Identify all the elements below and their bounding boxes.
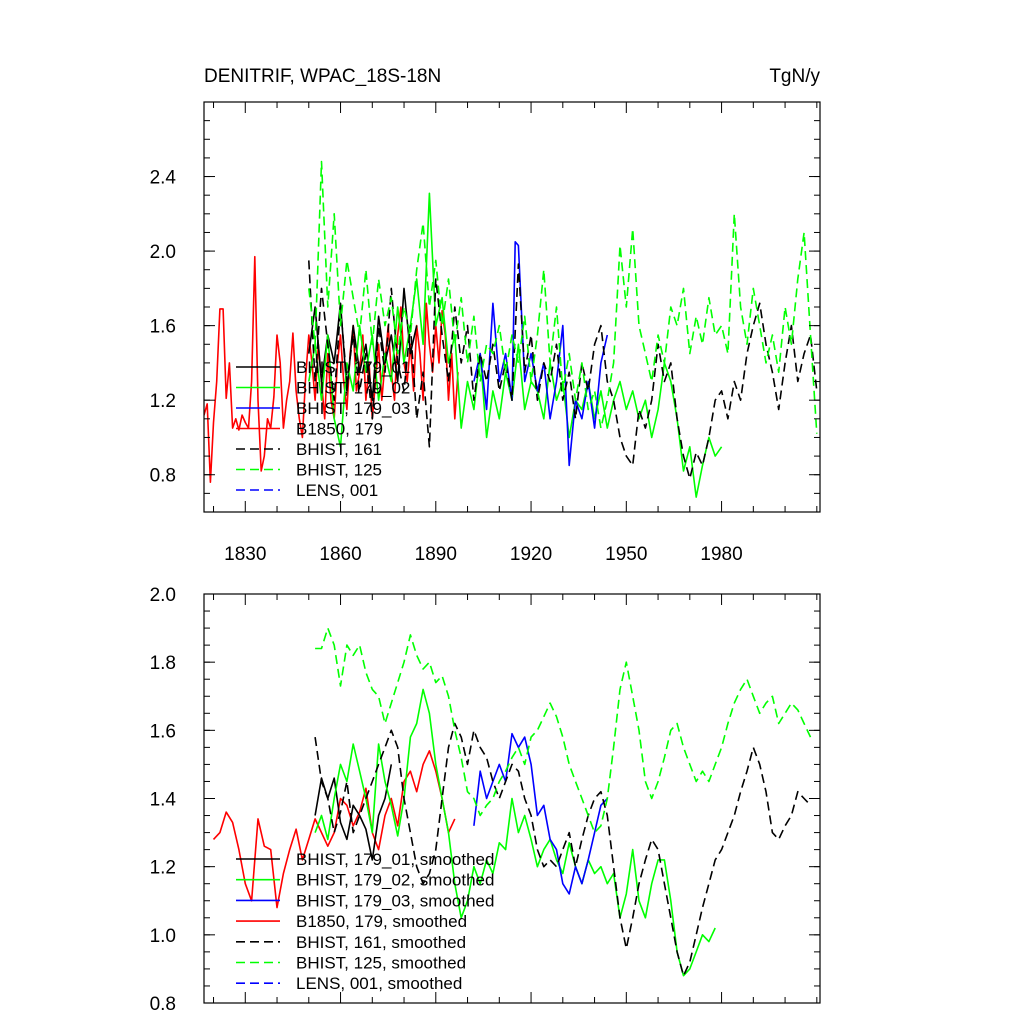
legend-item-lens-001-smoothed: LENS, 001, smoothed (236, 974, 462, 993)
bottom-legend: BHIST, 179_01, smoothed BHIST, 179_02, sm… (236, 850, 494, 993)
legend-item-lens-001: LENS, 001 (236, 481, 378, 500)
legend-label: BHIST, 161 (296, 440, 382, 459)
legend-label: B1850, 179, smoothed (296, 912, 467, 931)
legend-item-bhist-125-smoothed: BHIST, 125, smoothed (236, 954, 466, 973)
legend-label: BHIST, 161, smoothed (296, 933, 466, 952)
y-tick-label: 1.2 (150, 858, 176, 879)
bottom-chart-panel: 0.8 1.0 1.2 1.4 1.6 1.8 2.0 BHIST, 179_01, smo… (150, 585, 821, 1015)
legend-label: BHIST, 179_03 (296, 399, 410, 418)
legend-item-bhist-179-03: BHIST, 179_03 (236, 399, 410, 418)
series-line-bhist-179-03-smoothed (473, 732, 608, 895)
series-line-bhist-161 (308, 260, 818, 480)
y-tick-label: 1.6 (150, 721, 176, 742)
units-label: TgN/y (769, 66, 820, 87)
legend-item-bhist-179-02-smoothed: BHIST, 179_02, smoothed (236, 871, 494, 890)
legend-label: LENS, 001 (296, 481, 378, 500)
legend-label: BHIST, 179_02, smoothed (296, 871, 494, 890)
y-tick-label: 1.6 (150, 317, 176, 338)
series-line-b1850-179 (204, 255, 459, 484)
top-series-group (204, 160, 818, 498)
bottom-axes: 0.8 1.0 1.2 1.4 1.6 1.8 2.0 (150, 585, 821, 1015)
y-tick-label: 0.8 (150, 466, 176, 487)
top-axes: 1830 1860 1890 1920 1950 1980 0.8 1.2 1.6 2.0 2.4 (150, 101, 821, 565)
bottom-series-group (212, 627, 812, 977)
x-tick-label: 1980 (700, 544, 742, 565)
series-line-bhist-125-smoothed (315, 627, 812, 834)
x-tick-label: 1830 (224, 544, 266, 565)
legend-label: BHIST, 125 (296, 461, 382, 480)
legend-label: BHIST, 179_01, smoothed (296, 850, 494, 869)
y-tick-label: 2.0 (150, 242, 176, 263)
top-chart-panel: DENITRIF, WPAC_18S-18N TgN/y 1830 1860 189… (150, 66, 821, 565)
legend-label: LENS, 001, smoothed (296, 974, 462, 993)
series-line-bhist-125 (308, 160, 818, 434)
legend-item-bhist-179-02: BHIST, 179_02 (236, 379, 410, 398)
series-line-b1850-179-smoothed (212, 749, 456, 909)
legend-label: BHIST, 179_02 (296, 379, 410, 398)
legend-item-bhist-179-01: BHIST, 179_01 (236, 358, 410, 377)
y-tick-label: 1.0 (150, 926, 176, 947)
legend-item-b1850-179: B1850, 179 (236, 420, 383, 439)
y-tick-label: 1.8 (150, 653, 176, 674)
series-line-bhist-179-02-smoothed (314, 688, 716, 977)
series-line-bhist-179-03 (473, 241, 609, 467)
y-tick-label: 1.4 (150, 790, 177, 811)
legend-label: BHIST, 179_03, smoothed (296, 891, 494, 910)
y-tick-label: 2.4 (150, 168, 177, 189)
legend-item-bhist-179-03-smoothed: BHIST, 179_03, smoothed (236, 891, 494, 910)
x-tick-label: 1950 (605, 544, 647, 565)
legend-item-bhist-161: BHIST, 161 (236, 440, 382, 459)
series-line-bhist-179-02 (308, 192, 723, 498)
legend-item-bhist-125: BHIST, 125 (236, 461, 382, 480)
legend-item-bhist-179-01-smoothed: BHIST, 179_01, smoothed (236, 850, 494, 869)
series-line-bhist-161-smoothed (314, 722, 812, 977)
x-tick-label: 1920 (510, 544, 552, 565)
legend-item-bhist-161-smoothed: BHIST, 161, smoothed (236, 933, 466, 952)
y-tick-label: 0.8 (150, 994, 176, 1015)
legend-label: B1850, 179 (296, 420, 383, 439)
y-tick-label: 2.0 (150, 585, 176, 606)
legend-label: BHIST, 125, smoothed (296, 954, 466, 973)
x-tick-label: 1890 (415, 544, 457, 565)
x-tick-label: 1860 (319, 544, 361, 565)
y-tick-label: 1.2 (150, 391, 176, 412)
chart-title: DENITRIF, WPAC_18S-18N (204, 66, 441, 87)
legend-label: BHIST, 179_01 (296, 358, 410, 377)
legend-item-b1850-179-smoothed: B1850, 179, smoothed (236, 912, 467, 931)
